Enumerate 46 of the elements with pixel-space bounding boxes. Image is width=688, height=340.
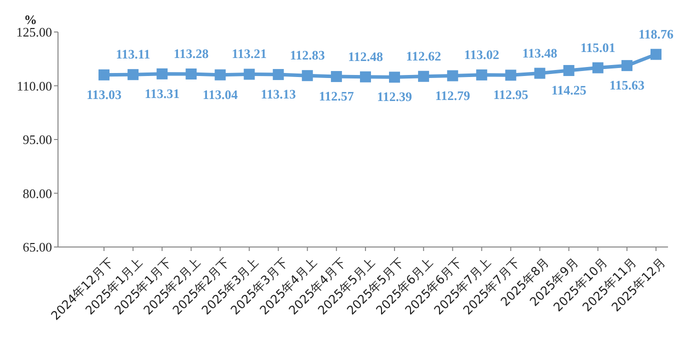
- data-label: 113.21: [232, 46, 267, 62]
- data-label: 113.13: [260, 86, 296, 102]
- data-label: 112.48: [348, 48, 384, 64]
- point: [447, 70, 458, 82]
- point: [534, 68, 546, 79]
- data-label: 113.28: [174, 46, 210, 61]
- data-label: 112.83: [290, 48, 326, 63]
- point: [563, 65, 574, 76]
- y-axis-title: %: [24, 12, 37, 27]
- y-tick-label: 95.00: [22, 132, 52, 148]
- point: [360, 71, 371, 82]
- data-label: 112.57: [318, 88, 354, 104]
- point: [418, 70, 430, 82]
- data-label: 113.11: [116, 46, 150, 62]
- point: [505, 70, 516, 81]
- point: [156, 68, 168, 80]
- point: [98, 69, 110, 80]
- point: [330, 71, 342, 82]
- point: [650, 48, 662, 60]
- y-tick-label: 110.00: [16, 78, 52, 94]
- y-tick-label: 125.00: [16, 24, 52, 40]
- point: [302, 70, 313, 82]
- data-label: 118.76: [638, 26, 674, 42]
- point: [128, 69, 139, 80]
- data-label: 112.95: [493, 87, 529, 102]
- data-label: 112.62: [406, 48, 442, 64]
- point: [214, 69, 226, 80]
- data-label: 112.79: [435, 88, 471, 103]
- data-label: 115.63: [609, 78, 645, 93]
- point: [389, 72, 400, 83]
- data-label: 113.03: [86, 86, 122, 102]
- data-label: 112.39: [377, 89, 413, 104]
- data-label: 113.48: [522, 45, 558, 60]
- point: [592, 62, 604, 74]
- point: [476, 69, 488, 80]
- point: [244, 68, 255, 80]
- data-label: 113.02: [464, 46, 500, 62]
- data-label: 113.04: [202, 86, 238, 102]
- y-tick-label: 65.00: [22, 240, 52, 255]
- data-label: 113.31: [144, 86, 180, 101]
- point: [621, 60, 632, 72]
- point: [186, 68, 197, 80]
- data-label: 114.25: [551, 82, 587, 98]
- data-label: 115.01: [580, 40, 616, 55]
- y-tick-label: 80.00: [22, 186, 52, 201]
- point: [272, 69, 284, 80]
